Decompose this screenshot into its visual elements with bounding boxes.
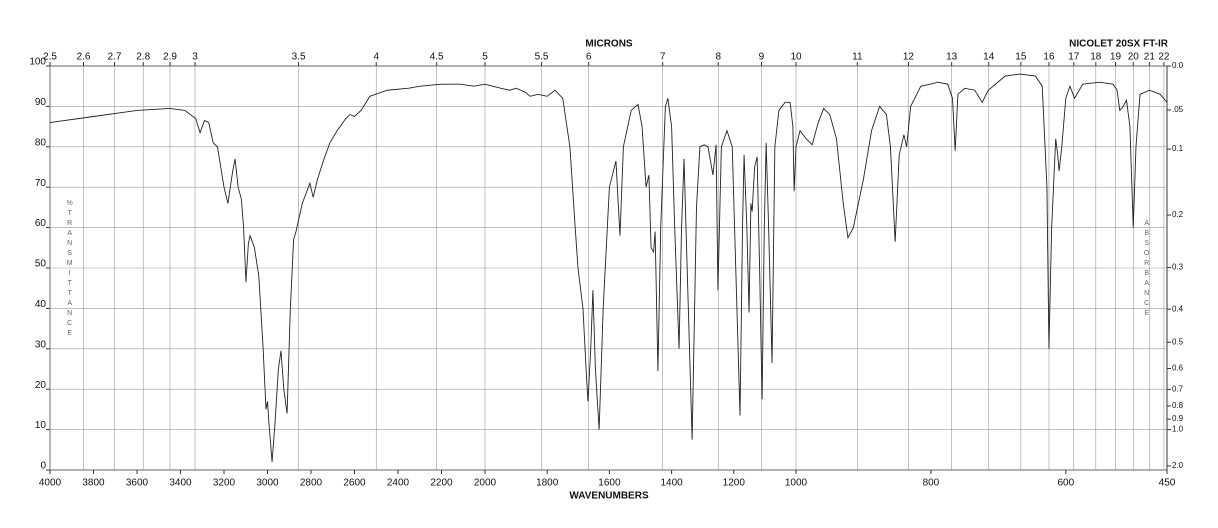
- y-tick-label: 60: [35, 218, 47, 229]
- y2-tick-label: 0.4: [1172, 304, 1184, 313]
- y-tick-label: 30: [35, 339, 47, 350]
- x2-tick-label: 17: [1068, 52, 1080, 63]
- spectrum-line: [49, 73, 1168, 462]
- x-tick-label: 2600: [343, 478, 366, 489]
- x2-tick-label: 9: [759, 52, 765, 63]
- x2-tick-label: 2.9: [163, 52, 177, 63]
- y2-axis-label: ABSORBANCE: [1143, 220, 1150, 320]
- y-tick-label: 100: [29, 57, 46, 68]
- x-tick-label: 1600: [598, 478, 621, 489]
- y2-tick-label: 0.6: [1172, 364, 1184, 373]
- x2-tick-label: 3.5: [292, 52, 306, 63]
- y-tick-label: 80: [35, 137, 47, 148]
- y-tick-label: 20: [35, 380, 47, 391]
- y-tick-label: 90: [35, 97, 47, 108]
- top-axis-label: MICRONS: [585, 39, 633, 50]
- y2-tick-label: 0.8: [1172, 401, 1184, 410]
- x2-tick-label: 13: [946, 52, 958, 63]
- x2-tick-label: 5: [482, 52, 488, 63]
- y2-tick-label: 2.0: [1172, 461, 1184, 470]
- instrument-label: NICOLET 20SX FT-IR: [1069, 39, 1169, 50]
- x-tick-label: 3400: [169, 478, 192, 489]
- x-tick-label: 2800: [300, 478, 323, 489]
- x2-tick-label: 4: [373, 52, 379, 63]
- x2-tick-label: 22: [1158, 52, 1170, 63]
- x2-tick-label: 8: [715, 52, 721, 63]
- y2-tick-label: .05: [1172, 105, 1184, 114]
- x2-tick-label: 10: [790, 52, 802, 63]
- x-tick-label: 800: [923, 478, 940, 489]
- x2-tick-label: 2.8: [136, 52, 150, 63]
- x-tick-label: 2000: [474, 478, 497, 489]
- x-tick-label: 1800: [536, 478, 559, 489]
- x2-tick-label: 15: [1015, 52, 1027, 63]
- y-tick-label: 50: [35, 259, 47, 270]
- x-tick-label: 2200: [430, 478, 453, 489]
- x-tick-label: 3600: [126, 478, 149, 489]
- y-tick-label: 70: [35, 178, 47, 189]
- x2-tick-label: 18: [1090, 52, 1102, 63]
- x2-tick-label: 3: [192, 52, 198, 63]
- x2-tick-label: 4.5: [430, 52, 444, 63]
- x2-tick-label: 7: [660, 52, 666, 63]
- x-axis-label: WAVENUMBERS: [569, 491, 649, 502]
- x2-tick-label: 2.7: [107, 52, 121, 63]
- x-tick-label: 4000: [39, 478, 62, 489]
- x-tick-label: 2400: [387, 478, 410, 489]
- x2-tick-label: 20: [1128, 52, 1140, 63]
- x-tick-label: 1400: [660, 478, 683, 489]
- x-tick-label: 3800: [82, 478, 105, 489]
- x-tick-label: 3000: [256, 478, 279, 489]
- x-tick-label: 3200: [213, 478, 236, 489]
- x-tick-label: 600: [1057, 478, 1074, 489]
- y-tick-label: 0: [40, 461, 46, 472]
- x2-tick-label: 12: [903, 52, 915, 63]
- y-tick-label: 10: [35, 420, 47, 431]
- x-tick-label: 450: [1159, 478, 1176, 489]
- y-tick-label: 40: [35, 299, 47, 310]
- y2-tick-label: 0.9: [1172, 414, 1184, 423]
- x2-tick-label: 2.6: [77, 52, 91, 63]
- x2-tick-label: 14: [983, 52, 995, 63]
- x-tick-label: 1000: [785, 478, 808, 489]
- x2-tick-label: 6: [586, 52, 592, 63]
- x-tick-label: 1200: [723, 478, 746, 489]
- y-axis-label: %TRANSMITTANCE: [66, 200, 73, 340]
- y2-tick-label: 0.1: [1172, 144, 1184, 153]
- x2-tick-label: 11: [852, 52, 863, 63]
- x2-tick-label: 2.5: [43, 52, 57, 63]
- y2-tick-label: 0.0: [1172, 61, 1184, 70]
- x2-tick-label: 16: [1043, 52, 1055, 63]
- y2-tick-label: 0.3: [1172, 263, 1184, 272]
- x2-tick-label: 19: [1110, 52, 1122, 63]
- x2-tick-label: 21: [1144, 52, 1156, 63]
- x2-tick-label: 5.5: [535, 52, 549, 63]
- y2-tick-label: 0.5: [1172, 337, 1184, 346]
- y2-tick-label: 1.0: [1172, 425, 1184, 434]
- y2-tick-label: 0.7: [1172, 385, 1184, 394]
- y2-tick-label: 0.2: [1172, 210, 1184, 219]
